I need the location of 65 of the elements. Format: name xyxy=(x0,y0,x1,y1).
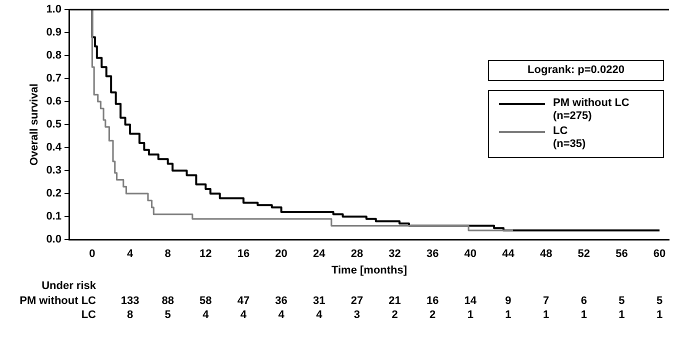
text: 4 xyxy=(316,309,324,322)
text: 133 xyxy=(120,295,140,308)
y-tick-label: 0.3 xyxy=(46,164,62,177)
y-tick-label: 0.6 xyxy=(46,96,62,108)
x-tick-label: 48 xyxy=(540,248,552,260)
text: 58 xyxy=(200,295,212,308)
text: 14 xyxy=(464,295,478,308)
text: 47 xyxy=(237,295,250,308)
legend-label: LC (n=35) xyxy=(553,125,586,151)
text: 8 xyxy=(126,309,134,322)
x-tick-label: 4 xyxy=(126,248,134,260)
x-tick-label: 32 xyxy=(388,248,401,260)
text: 21 xyxy=(388,295,401,308)
text: 5 xyxy=(164,309,171,322)
text: 4 xyxy=(278,309,286,322)
text: 27 xyxy=(350,295,364,308)
y-tick-label: 0.4 xyxy=(46,142,62,154)
text: 4 xyxy=(202,309,210,322)
text: 1 xyxy=(505,309,512,322)
text: 5 xyxy=(618,295,625,308)
x-tick-label: 40 xyxy=(464,248,477,260)
text: LC xyxy=(81,309,96,322)
y-tick-label: 0.2 xyxy=(46,188,62,200)
text: 88 xyxy=(162,295,174,308)
text: 6 xyxy=(580,295,587,308)
x-tick-label: 56 xyxy=(616,248,628,260)
x-axis-title: Time [months] xyxy=(331,264,408,276)
text: 1 xyxy=(618,309,625,322)
x-tick-label: 8 xyxy=(164,248,171,260)
x-tick-label: 12 xyxy=(200,248,212,260)
y-tick-label: 0.0 xyxy=(46,234,62,246)
text: 31 xyxy=(313,295,326,308)
text: 9 xyxy=(505,295,512,308)
y-tick-label: 0.5 xyxy=(46,118,62,131)
text: 7 xyxy=(543,295,550,308)
text: PM without LC xyxy=(20,295,96,308)
y-tick-label: 0.1 xyxy=(46,210,62,223)
text: 4 xyxy=(240,309,248,322)
text: Under risk xyxy=(42,280,97,292)
x-tick-label: 0 xyxy=(89,248,96,260)
x-tick-label: 28 xyxy=(350,248,364,260)
text: 3 xyxy=(354,309,360,322)
x-tick-label: 60 xyxy=(653,248,666,260)
text: 5 xyxy=(656,295,663,308)
text: 36 xyxy=(275,295,288,308)
y-axis-title: Overall survival xyxy=(28,84,41,166)
y-tick-label: 0.8 xyxy=(46,50,62,62)
x-tick-label: 44 xyxy=(502,248,516,260)
x-tick-label: 20 xyxy=(275,248,288,260)
text: 1 xyxy=(580,309,587,322)
text: 16 xyxy=(426,295,439,308)
x-tick-label: 52 xyxy=(578,248,590,260)
x-tick-label: 24 xyxy=(313,248,326,260)
y-tick-label: 0.7 xyxy=(46,72,62,85)
text: 2 xyxy=(392,309,398,322)
text: 2 xyxy=(430,309,436,322)
y-tick-label: 1.0 xyxy=(46,4,62,16)
x-tick-label: 36 xyxy=(426,248,439,260)
text: 1 xyxy=(467,309,474,322)
text: 1 xyxy=(656,309,663,322)
annotation: Logrank: p=0.0220 xyxy=(488,60,664,81)
text: 1 xyxy=(543,309,550,322)
legend-label: PM without LC (n=275) xyxy=(553,97,630,123)
y-tick-label: 0.9 xyxy=(46,26,62,39)
x-tick-label: 16 xyxy=(237,248,250,260)
